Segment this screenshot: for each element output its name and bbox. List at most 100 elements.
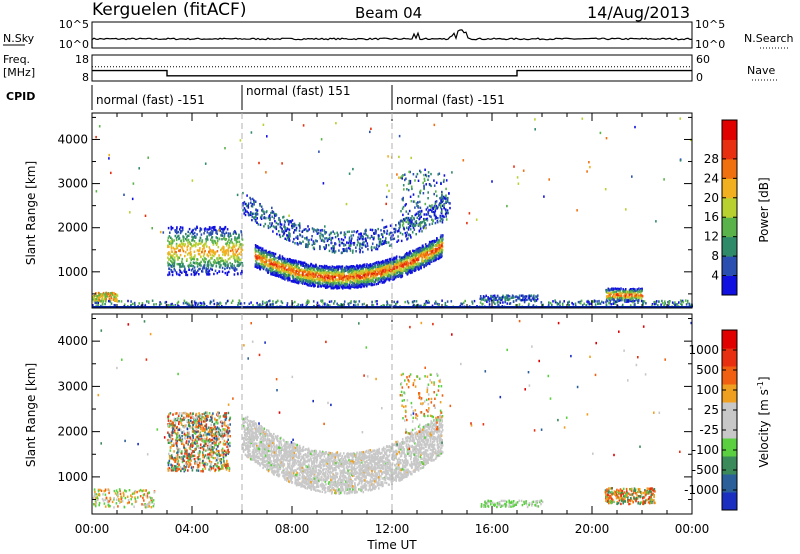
echo-cell	[288, 273, 290, 277]
date-label: 14/Aug/2013	[587, 3, 690, 22]
echo-cell	[190, 230, 193, 233]
echo-cell	[421, 251, 424, 255]
echo-cell	[346, 247, 348, 250]
echo-cell	[224, 271, 227, 275]
echo-cell	[147, 156, 149, 159]
echo-cell	[515, 299, 518, 302]
echo-cell	[174, 269, 176, 272]
echo-cell	[626, 295, 629, 298]
echo-cell	[307, 225, 309, 228]
echo-cell	[232, 242, 235, 246]
echo-cell	[361, 272, 364, 275]
echo-cell	[209, 302, 211, 305]
echo-cell	[381, 277, 383, 280]
echo-cell	[318, 279, 321, 283]
echo-cell	[288, 237, 290, 240]
echo-cell	[211, 251, 213, 254]
echo-cell	[390, 238, 392, 241]
echo-cell	[427, 213, 429, 216]
echo-cell	[113, 294, 115, 297]
echo-cell	[113, 299, 116, 302]
echo-cell	[247, 211, 250, 215]
echo-cell	[333, 265, 335, 269]
echo-cell	[494, 302, 496, 305]
echo-cell	[244, 202, 246, 206]
echo-cell	[421, 258, 423, 261]
echo-cell	[396, 230, 399, 233]
echo-cell	[224, 267, 226, 271]
echo-cell	[441, 197, 444, 200]
echo-cell	[430, 172, 432, 176]
echo-cell	[303, 269, 305, 272]
echo-cell	[385, 237, 387, 240]
echo-cell	[626, 300, 628, 303]
echo-cell	[325, 246, 327, 249]
echo-cell	[490, 295, 492, 298]
echo-cell	[624, 294, 627, 298]
echo-cell	[430, 246, 433, 249]
echo-cell	[490, 297, 492, 300]
echo-cell	[389, 224, 392, 227]
echo-cell	[613, 295, 615, 298]
echo-cell	[348, 244, 351, 247]
echo-cell	[281, 263, 283, 266]
echo-cell	[327, 274, 330, 278]
echo-cell	[271, 254, 273, 257]
echo-cell	[193, 269, 196, 273]
echo-cell	[327, 268, 330, 271]
echo-cell	[312, 246, 315, 250]
echo-cell	[206, 271, 209, 274]
echo-cell	[414, 220, 417, 224]
echo-cell	[228, 236, 230, 239]
echo-cell	[443, 215, 445, 219]
echo-cell	[381, 233, 384, 237]
echo-cell	[95, 190, 98, 193]
echo-cell	[189, 261, 192, 264]
echo-cell	[341, 276, 344, 280]
echo-cell	[294, 270, 297, 273]
echo-cell	[309, 281, 312, 285]
echo-cell	[356, 230, 359, 233]
echo-cell	[421, 230, 423, 233]
echo-cell	[622, 288, 624, 291]
echo-cell	[318, 150, 320, 153]
echo-cell	[258, 161, 260, 165]
echo-cell	[271, 265, 273, 268]
echo-cell	[297, 269, 300, 272]
echo-cell	[332, 278, 334, 282]
echo-cell	[398, 267, 400, 270]
echo-cell	[428, 223, 431, 226]
echo-cell	[377, 260, 380, 264]
echo-cell	[279, 274, 282, 277]
echo-cell	[295, 226, 298, 230]
echo-cell	[242, 209, 244, 212]
echo-cell	[162, 231, 165, 234]
echo-cell	[233, 255, 236, 258]
echo-cell	[419, 221, 422, 224]
echo-cell	[228, 238, 230, 242]
echo-cell	[370, 247, 373, 250]
echo-cell	[394, 263, 396, 266]
echo-cell	[517, 296, 519, 299]
echo-cell	[631, 175, 633, 178]
echo-cell	[400, 257, 402, 260]
echo-cell	[104, 302, 106, 306]
echo-cell	[441, 217, 443, 220]
echo-cell	[167, 236, 170, 239]
echo-cell	[268, 215, 271, 218]
echo-cell	[291, 265, 293, 269]
echo-cell	[315, 229, 317, 232]
echo-cell	[261, 265, 264, 269]
echo-cell	[427, 197, 429, 200]
echo-cell	[389, 257, 391, 261]
echo-cell	[212, 251, 215, 255]
echo-cell	[295, 265, 298, 269]
echo-cell	[219, 257, 221, 260]
echo-cell	[359, 272, 362, 275]
echo-cell	[435, 190, 437, 193]
echo-cell	[190, 264, 193, 267]
echo-cell	[289, 260, 292, 263]
echo-cell	[630, 290, 632, 293]
echo-cell	[239, 263, 242, 266]
echo-cell	[147, 300, 150, 303]
